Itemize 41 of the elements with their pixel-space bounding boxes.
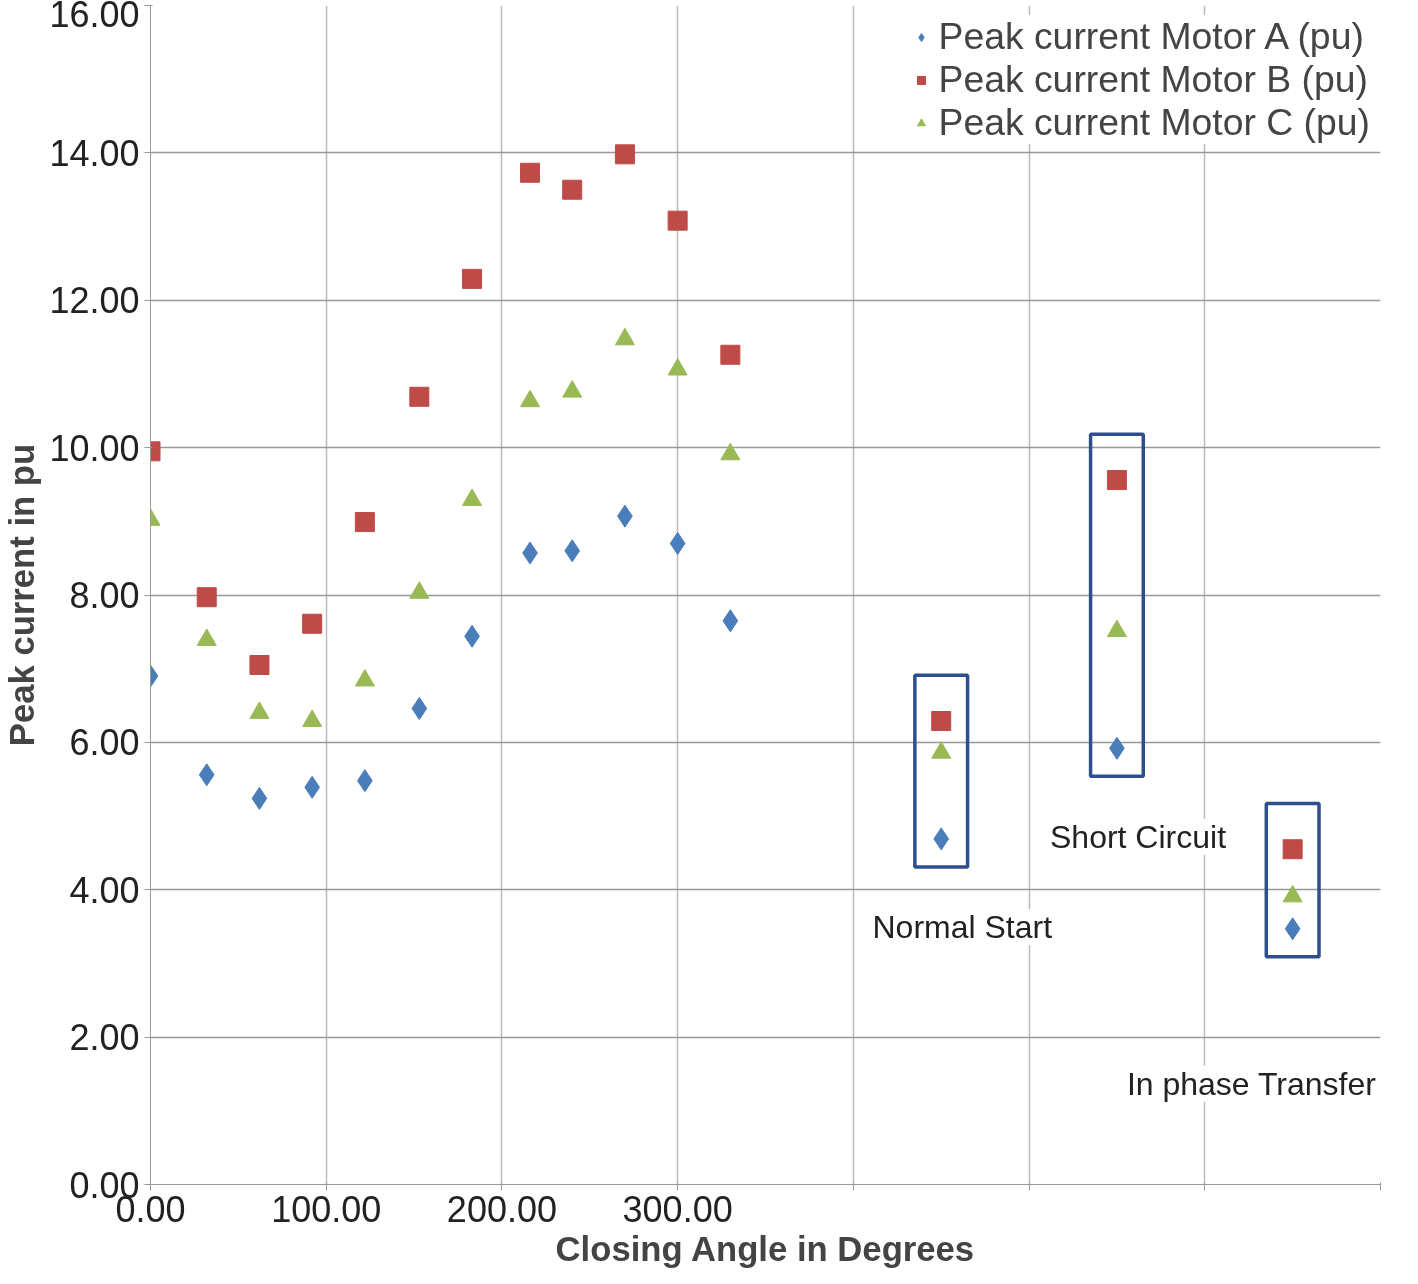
point	[409, 386, 430, 407]
y-tick-label: 14.00	[49, 132, 140, 174]
x-axis-title: Closing Angle in Degrees	[555, 1229, 975, 1268]
point	[462, 268, 483, 289]
annotation: Normal Start	[872, 909, 1053, 946]
point	[669, 531, 686, 555]
point	[251, 786, 268, 810]
point	[720, 344, 741, 365]
point	[249, 655, 270, 675]
x-tick-label: 300.00	[622, 1188, 733, 1230]
annotation: Short Circuit	[1049, 818, 1227, 855]
x-tick-label: 100.00	[271, 1188, 382, 1230]
legend-label: Peak current Motor A (pu)	[938, 15, 1364, 58]
point	[1106, 470, 1127, 491]
point	[1284, 917, 1301, 941]
y-tick-label: 8.00	[69, 575, 140, 616]
point	[667, 210, 688, 231]
point	[1282, 839, 1303, 860]
y-axis-title: Peak current in pu	[3, 443, 42, 747]
y-tick-label: 16.00	[49, 0, 140, 35]
y-tick-label: 4.00	[69, 869, 140, 911]
y-tick-label: 12.00	[49, 280, 140, 322]
point	[564, 539, 581, 563]
x-tick-label: 200.00	[446, 1188, 557, 1230]
y-tick-label: 6.00	[69, 722, 140, 764]
legend-label: Peak current Motor C (pu)	[938, 101, 1370, 144]
point	[931, 711, 952, 732]
legend-label: Peak current Motor B (pu)	[938, 58, 1368, 101]
point	[933, 827, 950, 851]
point	[354, 512, 375, 533]
y-tick-label: 10.00	[49, 427, 140, 469]
point	[198, 763, 215, 787]
point	[196, 587, 217, 608]
annotation: In phase Transfer	[1126, 1065, 1377, 1102]
point	[520, 162, 541, 183]
point	[614, 144, 635, 165]
point	[411, 696, 428, 720]
y-tick-label: 2.00	[69, 1017, 140, 1059]
point	[302, 613, 323, 634]
point	[722, 609, 739, 633]
point	[562, 179, 583, 200]
